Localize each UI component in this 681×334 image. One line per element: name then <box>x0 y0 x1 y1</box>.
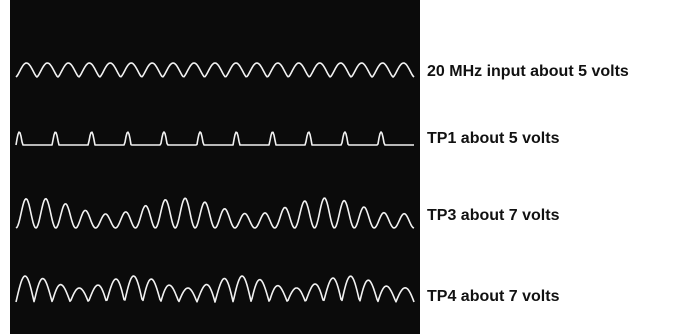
trace-label: 20 MHz input about 5 volts <box>427 63 629 80</box>
trace-label: TP4 about 7 volts <box>427 288 560 305</box>
waveforms <box>15 62 415 303</box>
oscilloscope-screen <box>10 0 420 334</box>
trace-label: TP1 about 5 volts <box>427 130 560 147</box>
trace-label: TP3 about 7 volts <box>427 207 560 224</box>
waveform <box>15 275 415 303</box>
waveform <box>15 131 414 146</box>
waveform <box>15 62 415 78</box>
waveform <box>15 197 415 229</box>
